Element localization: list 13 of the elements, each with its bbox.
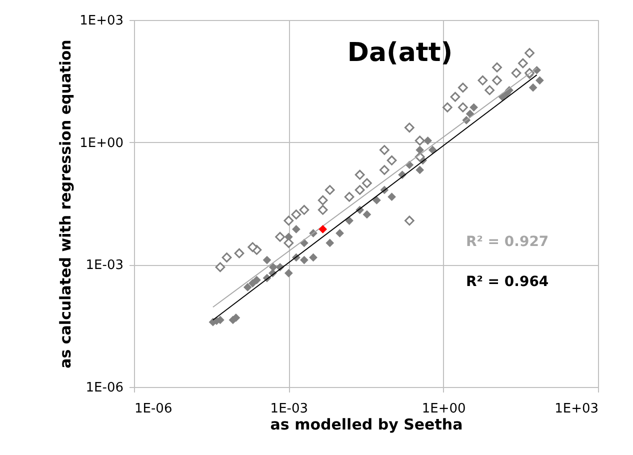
annotation: R² = 0.964 — [466, 274, 549, 290]
text: Da(att) — [347, 38, 453, 68]
x-tick-label: 1E+00 — [422, 402, 466, 416]
x-axis-title: as modelled by Seetha — [270, 416, 463, 434]
annotation: R² = 0.927 — [466, 234, 549, 250]
y-tick-label: 1E-03 — [86, 258, 124, 274]
x-tick-label: 1E+03 — [554, 402, 598, 416]
x-tick-label: 1E-06 — [134, 402, 172, 416]
y-axis-title: as calculated with regression equation — [56, 40, 75, 368]
y-tick-label: 1E-06 — [86, 380, 124, 396]
y-tick-label: 1E+00 — [80, 136, 124, 151]
x-tick-label: 1E-03 — [270, 402, 308, 416]
y-tick-label: 1E+03 — [80, 14, 124, 28]
